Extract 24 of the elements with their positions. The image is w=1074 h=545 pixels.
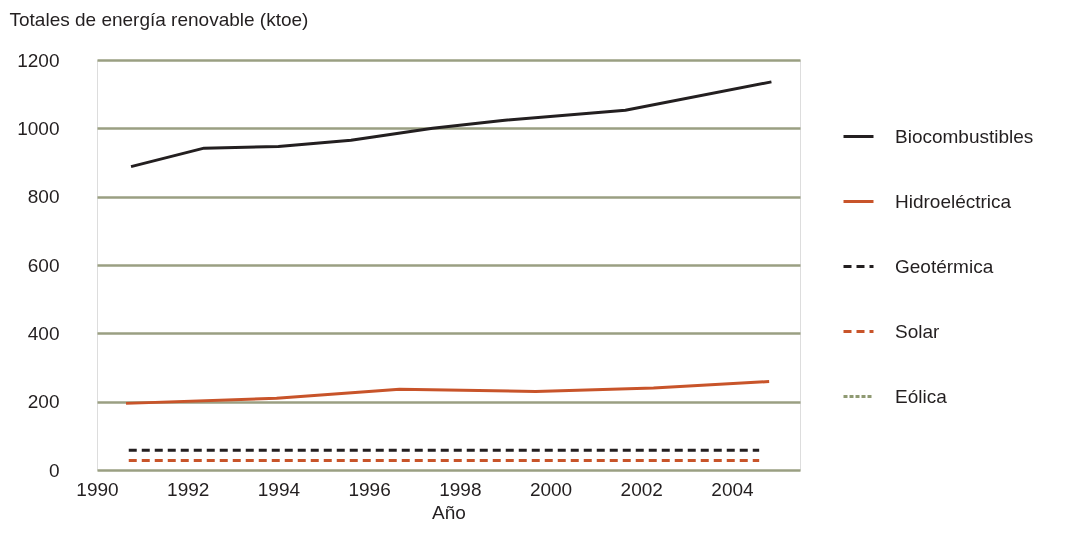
x-tick-label: 2002: [620, 478, 663, 500]
x-tick-label: 2004: [711, 478, 755, 500]
line-series: [129, 80, 773, 169]
y-tick-label: 600: [27, 254, 60, 276]
x-tick-label: 2000: [529, 478, 573, 500]
x-tick-label: 1996: [348, 478, 391, 500]
legend-label: Biocombustibles: [895, 125, 1034, 147]
line-series: [124, 380, 771, 405]
y-tick-label: 1200: [17, 49, 60, 71]
legend-label: Hidroeléctrica: [895, 190, 1012, 212]
y-tick-label: 200: [27, 391, 60, 413]
legend-label: Solar: [895, 320, 941, 342]
legend-label: Eólica: [895, 385, 948, 407]
x-axis-title: Año: [432, 501, 466, 523]
legend-label: Geotérmica: [895, 255, 994, 277]
x-tick-label: 1998: [439, 478, 482, 500]
x-tick-label: 1990: [76, 478, 119, 500]
y-tick-label: 400: [27, 322, 60, 344]
x-tick-label: 1994: [257, 478, 301, 500]
y-tick-label: 1000: [17, 117, 60, 139]
y-tick-label: 800: [27, 186, 60, 208]
x-tick-label: 1992: [167, 478, 210, 500]
y-axis-title: Totales de energía renovable (ktoe): [9, 8, 309, 30]
y-tick-label: 0: [48, 459, 60, 481]
